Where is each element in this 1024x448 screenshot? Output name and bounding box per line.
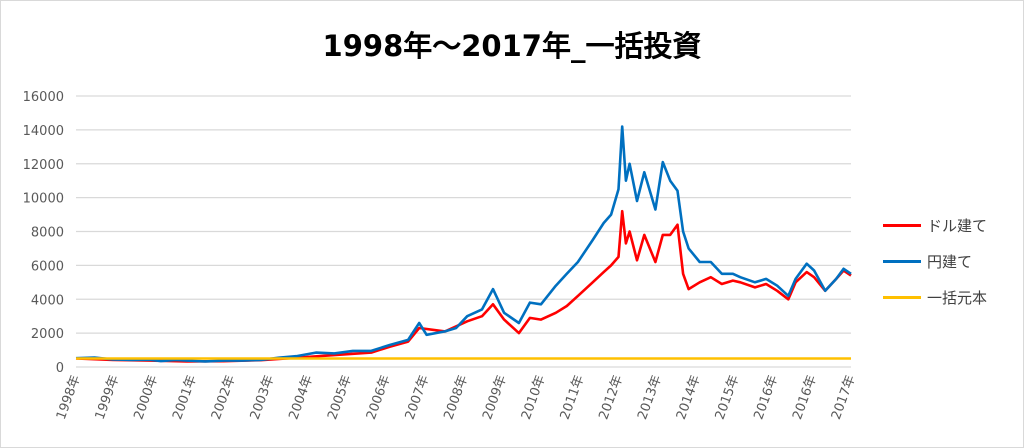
x-tick-label: 2010年 [519,373,549,421]
legend-swatch [883,296,921,299]
y-tick-label: 8000 [31,226,64,241]
x-tick-label: 2008年 [441,373,471,421]
legend-item-principal: 一括元本 [883,287,987,308]
x-tick-label: 2001年 [170,373,200,421]
x-tick-label: 2007年 [403,373,433,421]
x-tick-label: 2004年 [286,373,316,421]
x-tick-label: 2003年 [248,373,278,421]
x-tick-label: 2015年 [713,373,743,421]
y-tick-label: 14000 [23,124,64,139]
chart-title: 1998年～2017年_一括投資 [322,29,702,63]
legend-label: ドル建て [927,217,988,235]
x-tick-label: 2005年 [325,373,355,421]
x-tick-label: 2009年 [480,373,510,421]
series-line-1 [75,125,852,363]
legend-swatch [883,260,921,263]
series-line-0 [75,209,852,363]
y-tick-label: 16000 [23,90,64,105]
x-tick-label: 2017年 [829,373,859,421]
x-tick-label: 2011年 [558,373,588,421]
legend-swatch [883,224,921,227]
legend-item-dollar: ドル建て [883,215,987,236]
y-tick-label: 6000 [31,259,64,274]
x-tick-label: 2016年 [751,373,781,421]
x-tick-label: 2006年 [364,373,394,421]
x-tick-label: 2016年 [790,373,820,421]
y-tick-label: 2000 [31,327,64,342]
x-tick-label: 1999年 [93,373,123,421]
x-tick-label: 1998年 [54,373,84,421]
x-tick-label: 2013年 [635,373,665,421]
y-tick-label: 12000 [23,158,64,173]
x-tick-label: 2000年 [131,373,161,421]
y-tick-label: 0 [56,361,64,376]
legend-label: 円建て [927,253,973,271]
x-tick-label: 2002年 [209,373,239,421]
x-tick-label: 2014年 [674,373,704,421]
y-tick-label: 10000 [23,192,64,207]
legend-item-yen: 円建て [883,251,972,272]
y-tick-label: 4000 [31,293,64,308]
x-tick-label: 2012年 [596,373,626,421]
legend-label: 一括元本 [927,289,988,307]
